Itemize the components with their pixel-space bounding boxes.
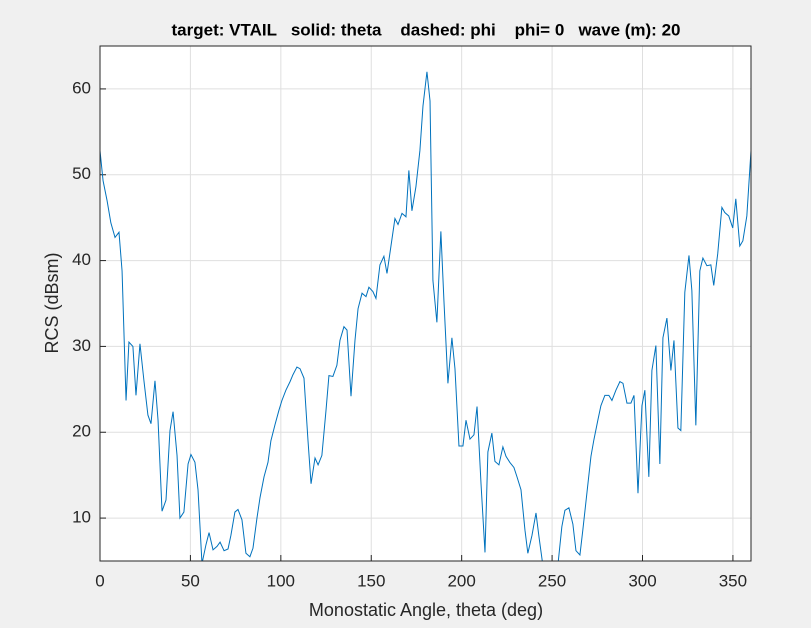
plot-lines: [100, 71, 751, 561]
x-tick-label: 250: [538, 571, 566, 590]
chart-title: target: VTAIL solid: theta dashed: phi p…: [172, 20, 681, 39]
series-line: [100, 71, 751, 561]
x-tick-label: 200: [447, 571, 475, 590]
y-tick-label: 30: [72, 336, 91, 355]
axes-box: [99, 45, 752, 562]
x-tick-label: 350: [719, 571, 747, 590]
x-tick-label: 100: [267, 571, 295, 590]
grid: [99, 46, 751, 561]
y-tick-label: 20: [72, 422, 91, 441]
x-tick-label: 300: [628, 571, 656, 590]
y-tick-label: 40: [72, 250, 91, 269]
y-tick-label: 60: [72, 78, 91, 97]
y-tick-label: 50: [72, 164, 91, 183]
x-axis-label: Monostatic Angle, theta (deg): [309, 600, 543, 620]
x-tick-label: 150: [357, 571, 385, 590]
x-tick-label: 50: [181, 571, 200, 590]
x-tick-label: 0: [95, 571, 104, 590]
y-axis-label: RCS (dBsm): [42, 252, 62, 353]
y-tick-label: 10: [72, 508, 91, 527]
